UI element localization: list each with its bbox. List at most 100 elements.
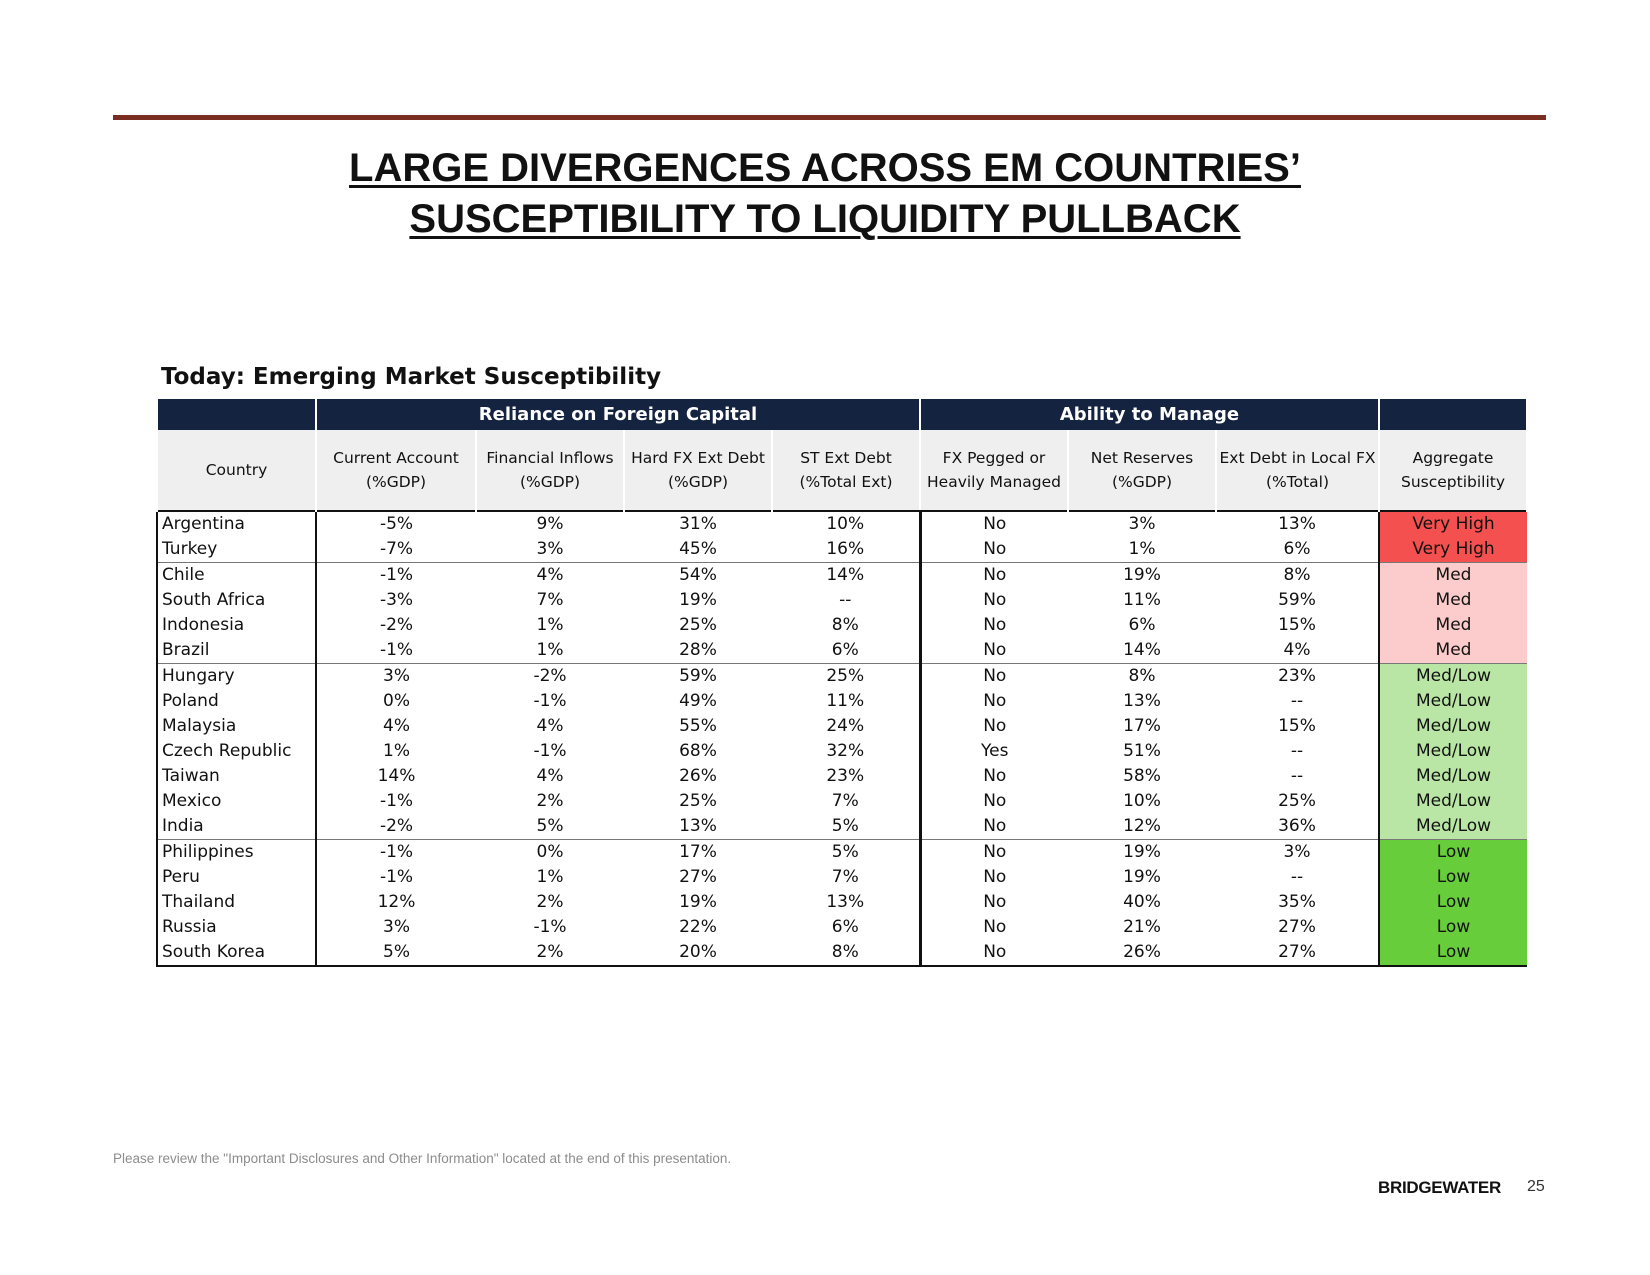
value-cell: 21%: [1123, 917, 1161, 937]
susceptibility-badge: Low: [1378, 915, 1527, 940]
column-header-line: (%Total): [1265, 473, 1330, 491]
value-cell: -1%: [533, 917, 567, 937]
table-row: Brazil -1% 1% 28% 6% No 14% 4% Med: [156, 638, 1527, 664]
value-cell: 0%: [476, 839, 624, 865]
value-cell: 19%: [679, 590, 717, 610]
value-cell: -1%: [316, 562, 476, 588]
value-cell: 5%: [831, 816, 859, 836]
table-row: South Africa -3% 7% 19% -- No 11% 59% Med: [156, 588, 1527, 613]
value-cell: 2%: [476, 940, 624, 967]
value-cell: 15%: [1278, 615, 1316, 635]
value-cell: 40%: [1123, 892, 1161, 912]
value-cell: 6%: [1283, 539, 1311, 559]
value-cell: 12%: [377, 892, 416, 912]
column-header-line: Country: [205, 461, 268, 479]
column-header: Financial Inflows (%GDP): [475, 430, 625, 511]
column-header-line: Heavily Managed: [927, 473, 1061, 491]
table-row: Argentina -5% 9% 31% 10% No 3% 13% Very High: [156, 510, 1527, 537]
column-header-line: Financial Inflows: [486, 449, 614, 467]
value-cell: 31%: [624, 510, 772, 537]
value-cell: 19%: [1068, 562, 1216, 588]
table-row: India -2% 5% 13% 5% No 12% 36% Med/Low: [156, 814, 1527, 840]
value-cell: No: [918, 588, 1068, 613]
value-cell: -1%: [379, 867, 414, 887]
value-cell: 1%: [383, 741, 410, 761]
value-cell: 35%: [1278, 892, 1316, 912]
country-cell: Brazil: [156, 638, 317, 664]
value-cell: 16%: [826, 539, 865, 559]
value-cell: 7%: [831, 791, 859, 811]
column-header-line: (%GDP): [1111, 473, 1173, 491]
table-body: Argentina -5% 9% 31% 10% No 3% 13% Very High Turk…: [156, 510, 1527, 967]
susceptibility-badge: Med: [1378, 638, 1527, 664]
value-cell: No: [918, 638, 1068, 664]
country-cell: Hungary: [156, 663, 317, 689]
disclaimer: Please review the "Important Disclosures…: [113, 1151, 732, 1166]
country-cell: Thailand: [156, 890, 317, 915]
susceptibility-badge: Med/Low: [1378, 739, 1527, 764]
value-cell: 10%: [772, 510, 920, 537]
susceptibility-badge: Med/Low: [1378, 814, 1527, 840]
value-cell: -1%: [379, 640, 414, 660]
value-cell: No: [918, 865, 1068, 890]
value-cell: -2%: [379, 615, 414, 635]
country-cell: Chile: [156, 562, 317, 588]
country-cell: Philippines: [156, 839, 317, 865]
column-header-line: FX Pegged or: [942, 449, 1046, 467]
value-cell: No: [918, 663, 1068, 689]
top-rule: [113, 115, 1546, 120]
value-cell: 11%: [826, 691, 865, 711]
value-cell: 8%: [772, 940, 920, 967]
value-cell: --: [1290, 691, 1304, 711]
value-cell: 2%: [536, 791, 564, 811]
column-header-line: Hard FX Ext Debt: [631, 449, 765, 467]
value-cell: No: [918, 562, 1068, 588]
value-cell: No: [918, 915, 1068, 940]
table-row: Chile -1% 4% 54% 14% No 19% 8% Med: [156, 562, 1527, 588]
table-title: Today: Emerging Market Susceptibility: [161, 364, 662, 390]
value-cell: 23%: [1216, 663, 1379, 689]
table-row: Taiwan 14% 4% 26% 23% No 58% -- Med/Low: [156, 764, 1527, 789]
value-cell: Yes: [918, 739, 1068, 764]
value-cell: -1%: [533, 691, 567, 711]
value-cell: 1%: [536, 615, 564, 635]
table-row: Mexico -1% 2% 25% 7% No 10% 25% Med/Low: [156, 789, 1527, 814]
column-header-line: Net Reserves: [1090, 449, 1194, 467]
value-cell: 25%: [772, 663, 920, 689]
value-cell: No: [918, 537, 1068, 563]
value-cell: 10%: [1123, 791, 1161, 811]
column-header: ST Ext Debt (%Total Ext): [771, 430, 921, 511]
value-cell: No: [918, 839, 1068, 865]
susceptibility-badge: Very High: [1378, 510, 1527, 537]
value-cell: 4%: [1283, 640, 1311, 660]
country-cell: Taiwan: [156, 764, 317, 789]
value-cell: 19%: [1123, 867, 1161, 887]
value-cell: 58%: [1123, 766, 1161, 786]
column-header: Net Reserves (%GDP): [1067, 430, 1217, 511]
value-cell: 27%: [1216, 940, 1379, 967]
value-cell: 3%: [536, 539, 564, 559]
group-header-reliance: Reliance on Foreign Capital: [315, 399, 921, 430]
value-cell: 51%: [1123, 741, 1161, 761]
susceptibility-badge: Med: [1378, 588, 1527, 613]
value-cell: 20%: [624, 940, 772, 967]
susceptibility-table: Reliance on Foreign Capital Ability to M…: [156, 399, 1528, 967]
table-row: Turkey -7% 3% 45% 16% No 1% 6% Very High: [156, 537, 1527, 563]
value-cell: 17%: [1123, 716, 1161, 736]
susceptibility-badge: Med: [1378, 613, 1527, 638]
value-cell: 17%: [624, 839, 772, 865]
column-header-line: Current Account: [333, 449, 459, 467]
value-cell: 19%: [679, 892, 717, 912]
value-cell: No: [918, 940, 1068, 967]
susceptibility-badge: Low: [1378, 940, 1527, 967]
column-header-line: ST Ext Debt: [800, 449, 892, 467]
country-cell: South Africa: [156, 588, 317, 613]
value-cell: 14%: [377, 766, 416, 786]
column-header-line: Susceptibility: [1400, 473, 1506, 491]
value-cell: 8%: [831, 615, 859, 635]
value-cell: --: [1290, 741, 1304, 761]
title-line-1: LARGE DIVERGENCES ACROSS EM COUNTRIES’: [349, 146, 1301, 190]
value-cell: 7%: [536, 590, 564, 610]
value-cell: 14%: [772, 562, 920, 588]
value-cell: No: [918, 814, 1068, 840]
